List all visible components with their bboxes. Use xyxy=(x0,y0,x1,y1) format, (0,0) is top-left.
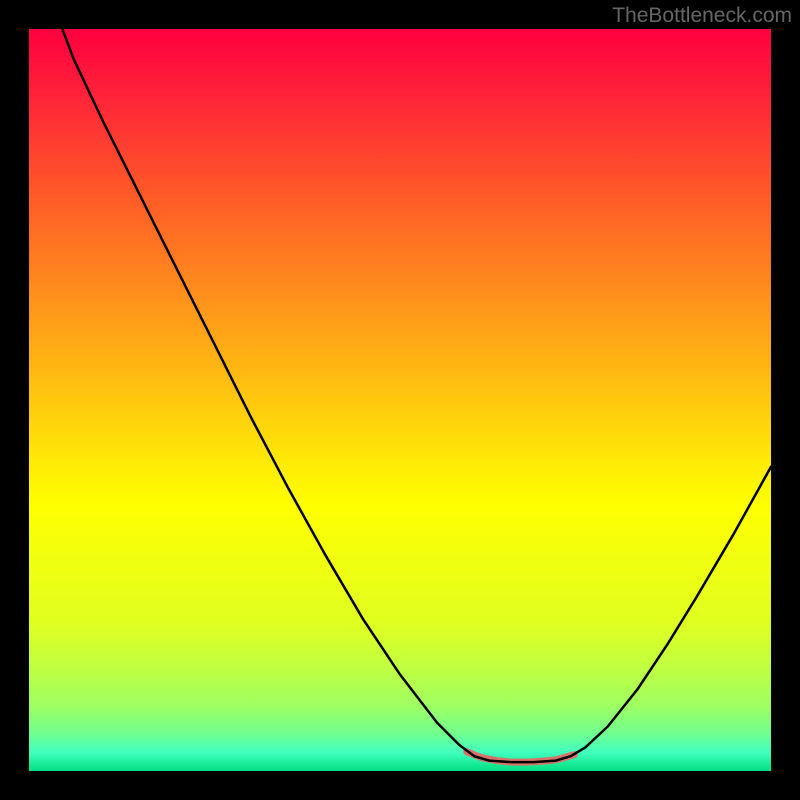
chart-svg xyxy=(0,0,800,800)
chart-plot-bg xyxy=(29,29,771,771)
bottleneck-chart: TheBottleneck.com xyxy=(0,0,800,800)
watermark-text: TheBottleneck.com xyxy=(612,4,792,28)
